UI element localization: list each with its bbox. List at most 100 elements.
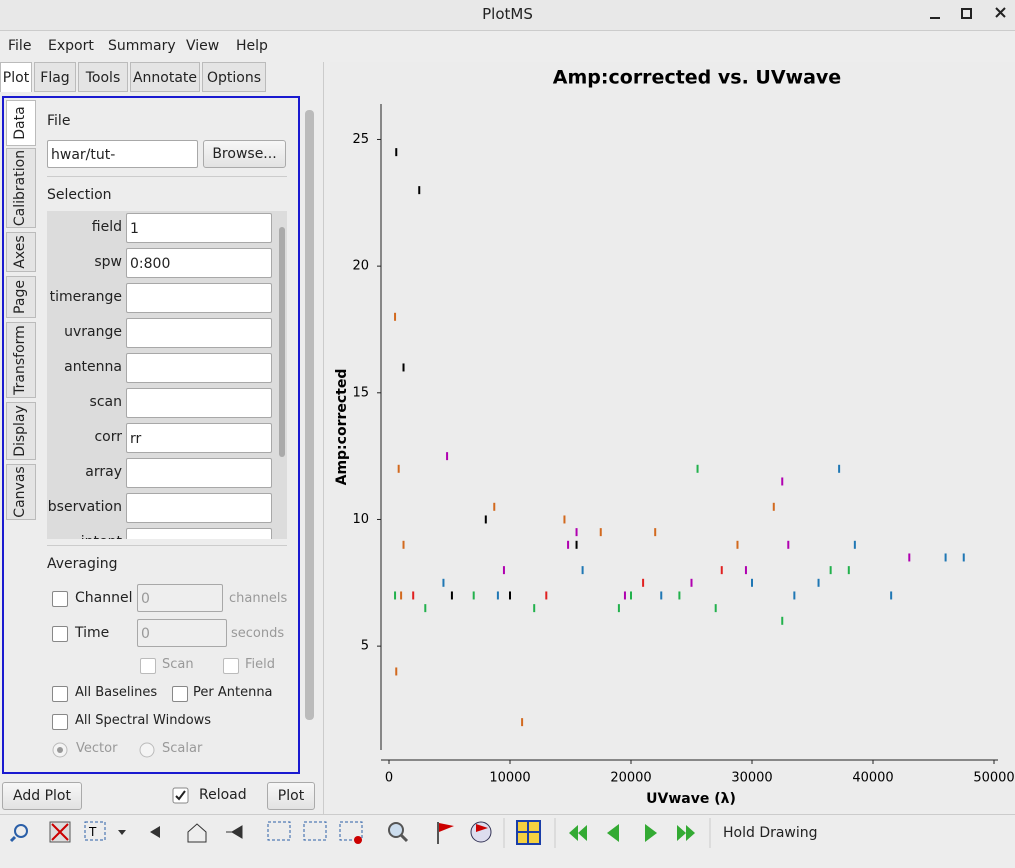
checkbox[interactable] [52, 626, 68, 642]
window-controls[interactable] [920, 4, 1015, 24]
plot-button[interactable]: Plot [267, 782, 315, 810]
checkbox[interactable] [52, 686, 68, 702]
toolbar [0, 814, 1015, 868]
checkbox[interactable] [52, 714, 68, 730]
time-input[interactable]: 0 [137, 619, 227, 647]
data-point [442, 578, 445, 587]
tab[interactable]: Flag [34, 62, 76, 92]
data-point [575, 540, 578, 549]
field-input[interactable] [126, 283, 272, 313]
toolbar-icons[interactable]: T [0, 814, 720, 854]
side-tab[interactable]: Calibration [6, 148, 36, 228]
field-label: antenna [64, 359, 122, 375]
checkbox-label: Time [75, 625, 110, 641]
y-tick-label: 20 [352, 259, 369, 274]
radio-buttons[interactable] [51, 741, 171, 759]
data-point [545, 591, 548, 600]
reload-checkbox[interactable] [172, 787, 190, 805]
field-input[interactable] [126, 353, 272, 383]
data-point [575, 528, 578, 537]
plot-canvas: Amp:corrected vs. UVwave UVwave (λ) Amp:… [330, 62, 1015, 810]
data-point [908, 553, 911, 562]
checkbox-label: All Spectral Windows [75, 713, 212, 728]
data-point [660, 591, 663, 600]
radio-label: Scalar [162, 741, 203, 756]
data-point [781, 616, 784, 625]
data-point [418, 186, 421, 195]
svg-text:T: T [88, 825, 97, 839]
data-point [853, 540, 856, 549]
data-point [581, 566, 584, 575]
data-point [793, 591, 796, 600]
checkbox-label: Channel [75, 590, 133, 606]
side-tab[interactable]: Axes [6, 232, 36, 272]
side-tab[interactable]: Data [6, 100, 36, 146]
scrollbar[interactable] [279, 227, 285, 457]
data-point [484, 515, 487, 524]
side-tab[interactable]: Display [6, 402, 36, 460]
y-tick-label: 10 [352, 512, 369, 527]
window-title: PlotMS [482, 5, 533, 23]
separator [47, 176, 287, 177]
add-plot-button[interactable]: Add Plot [2, 782, 82, 810]
data-point [714, 604, 717, 613]
channel-input[interactable]: 0 [137, 584, 223, 612]
checkbox[interactable] [52, 591, 68, 607]
menu-item[interactable]: View [186, 38, 220, 54]
section-label: Selection [47, 187, 112, 203]
x-tick-label: 40000 [852, 771, 893, 786]
scrollbar[interactable] [305, 110, 314, 720]
field-input[interactable] [126, 528, 272, 539]
selection-fields: field 1 spw 0:800 timerange uvrange antenna sca… [47, 211, 287, 539]
browse-button[interactable]: Browse... [203, 140, 286, 168]
data-point [450, 591, 453, 600]
checkbox[interactable] [223, 658, 239, 674]
checkbox-label: Per Antenna [193, 685, 273, 700]
field-input[interactable] [126, 493, 272, 523]
field-label: spw [94, 254, 122, 270]
field-input[interactable] [126, 388, 272, 418]
data-point [781, 477, 784, 486]
side-tab[interactable]: Canvas [6, 464, 36, 520]
data-point [563, 515, 566, 524]
y-axis-label: Amp:corrected [334, 369, 350, 486]
field-label: observation [47, 499, 122, 515]
field-input[interactable]: 1 [126, 213, 272, 243]
menu-item[interactable]: File [8, 38, 32, 54]
toolbar-label[interactable]: Hold Drawing [723, 825, 818, 841]
data-point [623, 591, 626, 600]
side-tab[interactable]: Transform [6, 322, 36, 398]
data-point [944, 553, 947, 562]
y-tick-label: 25 [352, 132, 369, 147]
field-input[interactable]: 0:800 [126, 248, 272, 278]
tab[interactable]: Options [202, 62, 266, 92]
field-label: array [85, 464, 122, 480]
data-point [472, 591, 475, 600]
data-point [493, 502, 496, 511]
checkbox[interactable] [172, 686, 188, 702]
menu-item[interactable]: Help [236, 38, 268, 54]
unit-label: seconds [231, 626, 285, 641]
tab[interactable]: Tools [78, 62, 128, 92]
checkbox-label: Field [245, 657, 276, 672]
data-point [446, 452, 449, 461]
data-point [509, 591, 511, 600]
data-point [838, 464, 841, 473]
field-input[interactable] [126, 458, 272, 488]
tab[interactable]: Plot [0, 62, 32, 92]
side-tab[interactable]: Page [6, 276, 36, 318]
title-bar [0, 0, 1015, 31]
file-input[interactable]: hwar/tut-test/multi.ms [47, 140, 198, 168]
y-tick-label: 5 [361, 639, 369, 654]
section-label: File [47, 113, 71, 129]
x-tick-label: 10000 [489, 771, 530, 786]
menu-item[interactable]: Export [48, 38, 94, 54]
field-input[interactable] [126, 318, 272, 348]
tab[interactable]: Annotate [130, 62, 200, 92]
splitter [323, 62, 324, 814]
checkbox[interactable] [140, 658, 156, 674]
x-tick-label: 0 [385, 771, 393, 786]
field-input[interactable]: rr [126, 423, 272, 453]
menu-item[interactable]: Summary [108, 38, 176, 54]
data-point [402, 363, 405, 372]
